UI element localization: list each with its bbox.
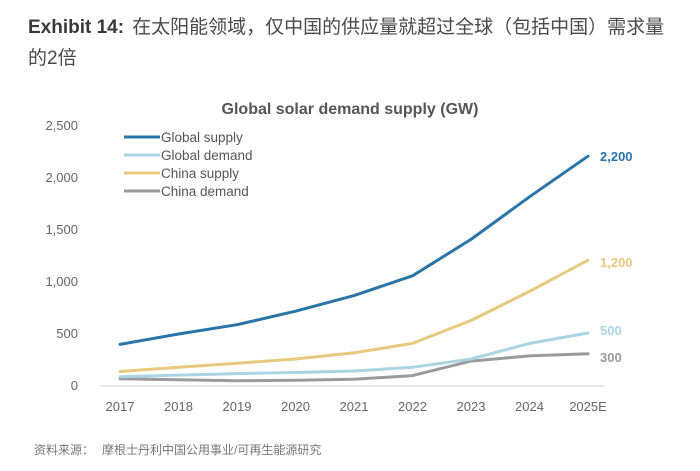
legend-label: Global demand (161, 148, 253, 163)
exhibit-caption: Exhibit 14: 在太阳能领域，仅中国的供应量就超过全球（包括中国）需求量的… (28, 12, 678, 74)
x-tick-label: 2017 (106, 399, 135, 414)
legend-label: China demand (161, 184, 249, 199)
source-text: 摩根士丹利中国公用事业/可再生能源研究 (102, 443, 322, 457)
end-label-global-demand: 500 (600, 323, 622, 338)
series-line-global-demand (118, 331, 590, 379)
x-tick-label: 2020 (281, 399, 310, 414)
x-tick-label: 2018 (164, 399, 193, 414)
y-axis: 0 500 1,000 1,500 2,000 2,500 (45, 118, 78, 393)
x-tick-label: 2025E (569, 399, 607, 414)
exhibit-label: Exhibit 14: (28, 17, 125, 38)
x-tick-label: 2023 (457, 399, 486, 414)
end-labels: 2,200 500 1,200 300 (600, 149, 633, 365)
x-axis: 2017 2018 2019 2020 2021 2022 2023 2024 2025E (100, 385, 607, 414)
series-line-china-supply (118, 258, 590, 373)
end-label-china-supply: 1,200 (600, 255, 633, 270)
y-tick-label: 1,500 (45, 222, 78, 237)
end-label-global-supply: 2,200 (600, 149, 633, 164)
legend: Global supply Global demand China supply Ch… (124, 130, 253, 199)
legend-label: Global supply (161, 130, 243, 145)
legend-label: China supply (161, 166, 239, 181)
source-note: 资料来源： 摩根士丹利中国公用事业/可再生能源研究 (34, 441, 321, 458)
x-tick-label: 2024 (515, 399, 544, 414)
y-tick-label: 500 (56, 326, 78, 341)
x-tick-label: 2022 (398, 399, 427, 414)
x-tick-label: 2019 (223, 399, 252, 414)
series-line-china-demand (118, 352, 590, 383)
y-tick-label: 2,000 (45, 170, 78, 185)
x-tick-label: 2021 (340, 399, 369, 414)
end-label-china-demand: 300 (600, 350, 622, 365)
y-tick-label: 0 (71, 378, 78, 393)
series-line-global-supply (118, 154, 590, 346)
series-lines (118, 154, 590, 383)
exhibit-text: 在太阳能领域，仅中国的供应量就超过全球（包括中国）需求量的2倍 (28, 17, 665, 69)
chart-title: Global solar demand supply (GW) (222, 101, 479, 118)
y-tick-label: 1,000 (45, 274, 78, 289)
y-tick-label: 2,500 (45, 118, 78, 133)
source-label: 资料来源： (34, 443, 95, 457)
